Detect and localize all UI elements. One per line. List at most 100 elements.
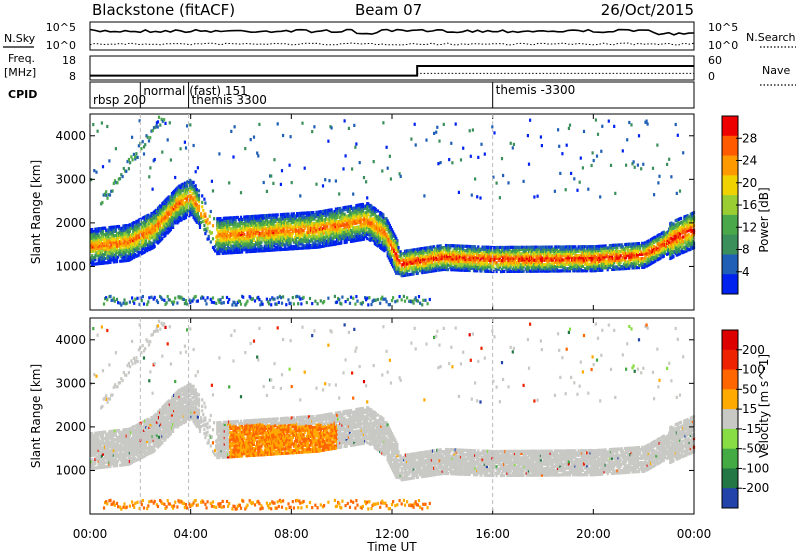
power-cell (302, 229, 305, 233)
power-cell (518, 261, 521, 265)
power-cell (390, 247, 394, 251)
power-cell (206, 296, 209, 300)
power-data (90, 115, 696, 307)
power-cell (263, 233, 266, 237)
power-cell (106, 252, 109, 256)
power-cell (408, 268, 411, 272)
power-cell (148, 175, 151, 179)
power-cell (125, 239, 128, 243)
power-cell (227, 300, 230, 304)
power-cell (161, 210, 164, 214)
power-cell (250, 215, 253, 219)
power-cell (335, 216, 339, 220)
power-cell (195, 207, 198, 211)
power-cell (319, 231, 322, 236)
power-cell (315, 182, 318, 186)
power-cell (285, 303, 288, 307)
power-cell (99, 229, 102, 233)
power-cell (107, 243, 110, 247)
power-cell (149, 225, 152, 229)
power-cell (237, 231, 240, 235)
power-cell (319, 229, 322, 233)
power-cell (97, 246, 100, 250)
power-cell (328, 219, 331, 223)
power-cell (230, 249, 233, 253)
power-cell (230, 229, 233, 233)
power-cell (211, 237, 215, 241)
power-cell (312, 215, 315, 219)
power-cell (255, 247, 258, 251)
power-cell (531, 269, 534, 273)
power-cell (313, 221, 316, 225)
power-cell (227, 229, 230, 233)
power-cell (454, 122, 457, 126)
power-cell (522, 269, 525, 273)
power-cell (263, 214, 266, 218)
power-cell (399, 174, 402, 178)
power-cell (180, 218, 183, 222)
power-cell (222, 301, 225, 305)
power-cell (201, 205, 204, 209)
power-cell (433, 249, 436, 253)
power-cell (181, 184, 184, 189)
power-cell (117, 235, 120, 240)
power-cell (195, 194, 198, 198)
power-cell (397, 248, 400, 252)
power-cell (459, 158, 463, 162)
power-cell (106, 261, 109, 265)
power-cell (249, 221, 252, 225)
power-cell (327, 241, 330, 245)
power-cell (260, 300, 263, 304)
power-cell (299, 233, 302, 237)
power-cell (341, 212, 344, 217)
power-cell (126, 232, 129, 236)
power-cell (153, 240, 156, 244)
power-cell (395, 236, 398, 240)
power-cell (189, 196, 192, 200)
power-cell (127, 254, 130, 258)
power-cell (344, 208, 347, 212)
power-cell (244, 215, 247, 219)
power-cell (232, 244, 235, 248)
power-cell (122, 230, 125, 235)
power-cell (107, 237, 110, 241)
power-cell (143, 245, 147, 249)
power-cell (504, 263, 507, 267)
power-cell (223, 236, 226, 240)
power-cell (256, 151, 259, 155)
power-cell (238, 224, 241, 228)
power-cell (293, 214, 296, 218)
power-cell (298, 246, 301, 250)
power-cell (299, 297, 302, 301)
power-cell (191, 299, 194, 303)
power-cell (265, 216, 268, 220)
nsearch-label: N.Search (746, 31, 796, 44)
power-cell (216, 223, 219, 227)
power-cell (224, 251, 227, 255)
power-cell (105, 230, 108, 234)
power-cell (444, 252, 448, 256)
power-cell (526, 245, 529, 249)
power-cell (104, 246, 107, 250)
power-cell (223, 242, 226, 246)
power-cell (275, 215, 278, 219)
power-cell (544, 258, 547, 262)
power-cell (454, 253, 457, 257)
power-cell (284, 219, 287, 223)
power-cell (108, 232, 111, 236)
power-cell (96, 231, 99, 235)
power-cell (192, 297, 195, 301)
power-cell (148, 239, 151, 243)
power-cell (155, 299, 158, 303)
power-cell (321, 233, 325, 237)
power-cell (115, 242, 119, 246)
power-cell (492, 265, 495, 269)
power-cell (98, 235, 101, 239)
power-cell (345, 214, 348, 218)
power-cell (520, 252, 523, 256)
power-cell (148, 237, 151, 241)
power-cell (517, 267, 520, 271)
power-cell (134, 240, 137, 244)
power-cell (337, 213, 340, 217)
power-cell (241, 250, 244, 254)
